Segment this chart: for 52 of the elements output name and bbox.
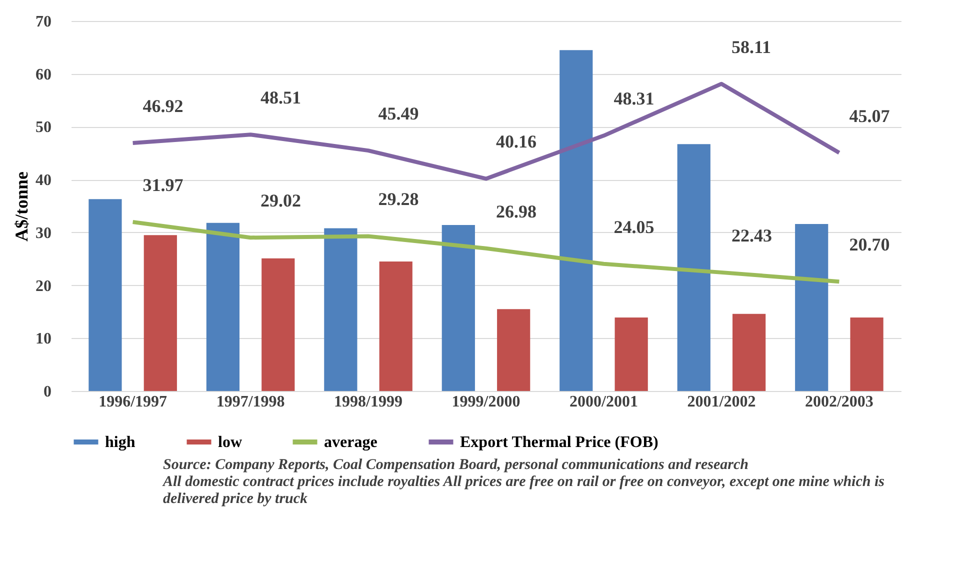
source-note: Source: Company Reports, Coal Compensation Board, personal communications and research <box>163 457 750 474</box>
data-label: 22.43 <box>731 225 772 246</box>
data-label: 58.11 <box>731 36 771 57</box>
bar <box>144 235 177 391</box>
data-label: 31.97 <box>142 175 184 196</box>
data-label: 48.51 <box>260 88 302 108</box>
legend-label: average <box>324 434 378 451</box>
text: All domestic contract prices include royalties All prices are free on rail or free on conveyor, except one mine which is delivered price by truck <box>163 474 886 508</box>
line-series <box>130 82 842 181</box>
y-tick-label: 40 <box>36 172 52 190</box>
x-tick-label: 2000/2001 <box>570 394 638 410</box>
data-label: 29.02 <box>260 190 302 211</box>
data-label: 46.92 <box>142 96 184 116</box>
y-tick-label: 50 <box>36 119 52 136</box>
data-label: 40.16 <box>496 132 536 152</box>
data-label: 20.70 <box>849 234 890 255</box>
y-tick-label: 30 <box>36 224 52 242</box>
x-tick-label: 1998/1999 <box>334 394 402 410</box>
bar <box>324 228 358 391</box>
data-label: 45.49 <box>378 104 419 124</box>
data-label: 29.28 <box>378 189 419 210</box>
bar <box>614 318 648 391</box>
bar <box>497 309 530 391</box>
y-axis-title: A$/tonne <box>12 171 32 242</box>
legend-label: Export Thermal Price (FOB) <box>460 434 658 451</box>
x-tick-label: 1996/1997 <box>98 394 168 410</box>
bar <box>677 144 710 391</box>
bar <box>88 199 122 391</box>
x-tick-label: 2002/2003 <box>804 394 874 410</box>
data-label: 26.98 <box>496 201 536 222</box>
y-tick-label: 20 <box>36 278 52 295</box>
x-tick-label: 1999/2000 <box>452 394 520 410</box>
bar <box>560 50 593 391</box>
bar <box>442 225 475 391</box>
bar <box>262 258 295 391</box>
y-tick-label: 10 <box>36 330 52 348</box>
data-label: 45.07 <box>849 106 890 126</box>
data-label: 24.05 <box>614 216 654 237</box>
legend-label: high <box>105 434 136 451</box>
legend-label: low <box>218 434 242 451</box>
bar <box>206 222 240 391</box>
bar <box>732 314 766 391</box>
bar <box>850 318 884 391</box>
data-label: 48.31 <box>614 88 654 109</box>
bar <box>795 224 828 391</box>
y-tick-label: 60 <box>36 66 52 84</box>
bar <box>379 262 412 391</box>
y-tick-label: 70 <box>36 14 52 30</box>
x-tick-label: 1997/1998 <box>216 394 285 410</box>
x-tick-label: 2001/2002 <box>687 394 756 410</box>
y-tick-label: 0 <box>44 384 52 400</box>
line-series <box>130 220 842 284</box>
